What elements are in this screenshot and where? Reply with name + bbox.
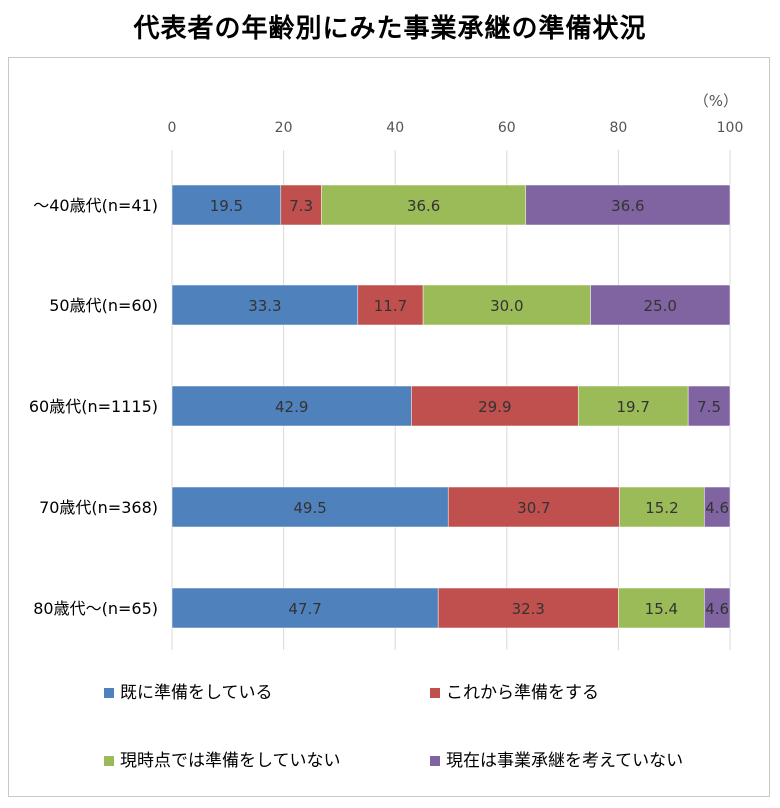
bar-segment: [171, 587, 439, 629]
data-label: 32.3: [512, 600, 545, 618]
bar-segment: [171, 486, 449, 528]
bar-segment: [422, 284, 591, 326]
category-label: 80歳代～(n=65): [33, 599, 158, 618]
data-label: 19.5: [210, 197, 243, 215]
bar-segment: [590, 284, 731, 326]
legend-swatch: [104, 756, 114, 766]
data-label: 4.6: [705, 600, 729, 618]
bar-segment: [321, 184, 527, 226]
bar-segment: [171, 385, 412, 427]
bar-segment: [411, 385, 579, 427]
category-label: 60歳代(n=1115): [29, 397, 158, 416]
x-tick-label: 60: [498, 120, 516, 136]
data-label: 7.3: [289, 197, 313, 215]
x-tick-label: 80: [609, 120, 627, 136]
category-label: 70歳代(n=368): [39, 498, 158, 517]
data-label: 36.6: [407, 197, 440, 215]
bar-segment: [687, 385, 731, 427]
bar-segment: [618, 587, 705, 629]
legend-label: 現時点では準備をしていない: [120, 751, 341, 771]
unit-label: （%）: [694, 92, 738, 110]
data-label: 15.4: [645, 600, 678, 618]
x-tick-label: 100: [717, 120, 744, 136]
legend-swatch: [430, 688, 440, 698]
data-label: 25.0: [644, 297, 677, 315]
data-label: 42.9: [275, 398, 308, 416]
data-label: 19.7: [616, 398, 649, 416]
x-tick-label: 40: [386, 120, 404, 136]
data-label: 30.0: [490, 297, 523, 315]
chart-title: 代表者の年齢別にみた事業承継の準備状況: [133, 14, 647, 44]
category-label: ～40歳代(n=41): [33, 196, 158, 215]
legend-swatch: [430, 756, 440, 766]
legend-swatch: [104, 688, 114, 698]
data-label: 29.9: [478, 398, 511, 416]
x-tick-label: 0: [168, 120, 177, 136]
data-label: 47.7: [288, 600, 321, 618]
data-label: 30.7: [517, 499, 550, 517]
bar-segment: [704, 587, 731, 629]
bar-segment: [704, 486, 731, 528]
bar-segment: [525, 184, 731, 226]
data-label: 7.5: [697, 398, 721, 416]
data-label: 36.6: [611, 197, 644, 215]
data-label: 33.3: [248, 297, 281, 315]
bar-segment: [357, 284, 424, 326]
bar-segment: [171, 284, 359, 326]
legend-label: 現在は事業承継を考えていない: [446, 751, 683, 771]
data-label: 49.5: [293, 499, 326, 517]
data-label: 4.6: [705, 499, 729, 517]
data-label: 11.7: [374, 297, 407, 315]
data-label: 15.2: [645, 499, 678, 517]
bar-segment: [577, 385, 689, 427]
category-label: 50歳代(n=60): [49, 296, 158, 315]
chart-frame: [8, 57, 770, 797]
x-tick-label: 20: [275, 120, 293, 136]
legend-label: これから準備をする: [446, 683, 599, 703]
legend-label: 既に準備をしている: [120, 683, 273, 703]
